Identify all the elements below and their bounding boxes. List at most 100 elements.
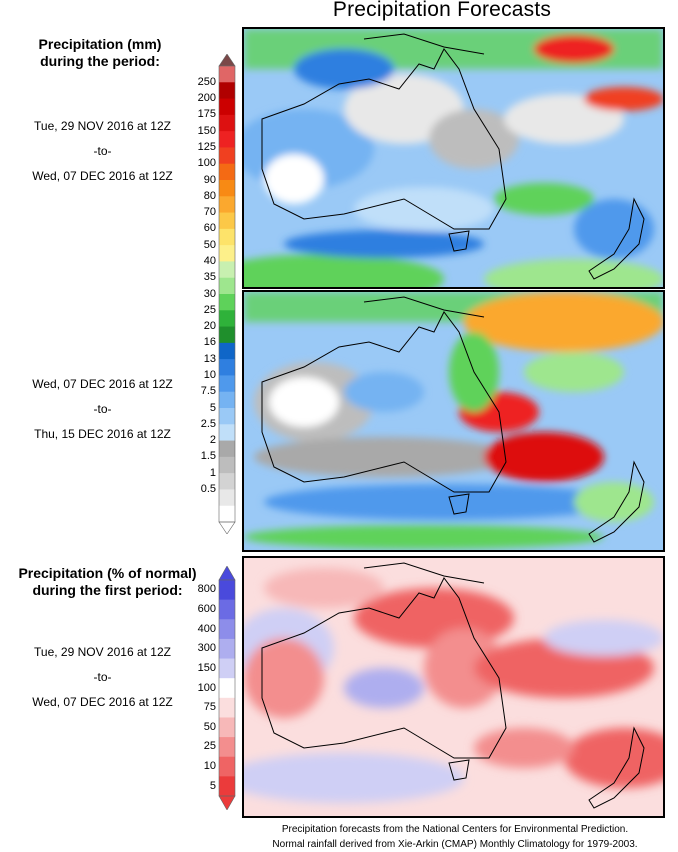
colorbar-swatch	[219, 717, 235, 738]
colorbar-tick-label: 1.5	[200, 450, 216, 463]
colorbar-swatch	[219, 294, 235, 311]
colorbar-swatch	[219, 114, 235, 132]
colorbar-swatch	[219, 163, 235, 181]
colorbar-swatch	[219, 131, 235, 148]
colorbar-swatch	[219, 180, 235, 197]
period-2-start: Wed, 07 DEC 2016 at 12Z	[32, 377, 173, 391]
colorbar-tick-label: 90	[203, 173, 216, 186]
colorbar-tick-label: 150	[197, 124, 216, 137]
colorbar-tick-label: 7.5	[200, 385, 216, 398]
period-2-dates: Wed, 07 DEC 2016 at 12Z -to- Thu, 15 DEC…	[0, 372, 205, 447]
colorbar-swatch	[219, 505, 235, 523]
footer-notes: Precipitation forecasts from the Nationa…	[240, 822, 670, 852]
colorbar-tick-label: 50	[203, 238, 216, 251]
lower-legend-heading: Precipitation (% of normal) during the f…	[0, 565, 215, 599]
period-1-separator: -to-	[93, 144, 112, 158]
colorbar-swatch	[219, 408, 235, 425]
colorbar-top-cap	[218, 566, 236, 581]
colorbar-tick-label: 100	[197, 157, 216, 170]
colorbar-swatch	[219, 277, 235, 295]
colorbar-tick-label: 0.5	[200, 482, 216, 495]
precip-map-period-1	[244, 29, 663, 287]
colorbar-swatch	[219, 147, 235, 165]
colorbar-tick-label: 2.5	[200, 417, 216, 430]
period-3-separator: -to-	[93, 670, 112, 684]
colorbar-tick-label: 200	[197, 92, 216, 105]
map-panel-percent-normal	[242, 556, 665, 818]
colorbar-swatch	[219, 212, 235, 230]
colorbar-swatch	[219, 473, 235, 490]
colorbar-swatch	[219, 658, 235, 679]
period-3-end: Wed, 07 DEC 2016 at 12Z	[32, 695, 173, 709]
colorbar-tick-label: 10	[203, 368, 216, 381]
lower-colorbar: 800 600 400 300 150 100 75 50 25 10 5	[178, 566, 238, 810]
lower-legend-heading-line1: Precipitation (% of normal)	[18, 565, 197, 581]
colorbar-bottom-cap	[218, 795, 236, 810]
colorbar-swatch	[219, 456, 235, 474]
colorbar-swatch	[219, 359, 235, 376]
colorbar-tick-label: 16	[203, 336, 216, 349]
colorbar-swatch	[219, 196, 235, 214]
colorbar-tick-label: 40	[203, 254, 216, 267]
period-3-dates: Tue, 29 NOV 2016 at 12Z -to- Wed, 07 DEC…	[0, 640, 205, 715]
upper-legend-heading-line2: during the period:	[40, 53, 160, 69]
period-2-separator: -to-	[93, 402, 112, 416]
colorbar-swatch	[219, 228, 235, 246]
colorbar-tick-label: 70	[203, 206, 216, 219]
colorbar-swatch	[219, 678, 235, 699]
footer-line-1: Precipitation forecasts from the Nationa…	[281, 824, 629, 835]
map-panel-period-1	[242, 27, 665, 289]
colorbar-swatch	[219, 375, 235, 393]
period-1-start: Tue, 29 NOV 2016 at 12Z	[34, 119, 171, 133]
colorbar-swatch	[219, 489, 235, 507]
upper-colorbar: 250 200 175 150 125 100 90 80 70 60 50 40 35 30 25 20 16…	[178, 54, 238, 534]
colorbar-swatch	[219, 440, 235, 458]
colorbar-swatch	[219, 638, 235, 660]
colorbar-tick-label: 30	[203, 287, 216, 300]
colorbar-swatch	[219, 424, 235, 442]
colorbar-top-cap	[218, 54, 236, 67]
colorbar-tick-label: 125	[197, 140, 216, 153]
lower-colorbar-graphic	[218, 566, 236, 810]
colorbar-swatch	[219, 697, 235, 718]
precip-map-period-2	[244, 292, 663, 550]
colorbar-tick-label: 75	[203, 701, 216, 714]
colorbar-tick-label: 400	[197, 622, 216, 635]
colorbar-tick-label: 25	[203, 740, 216, 753]
upper-colorbar-graphic	[218, 54, 236, 534]
colorbar-tick-label: 10	[203, 760, 216, 773]
colorbar-tick-label: 35	[203, 271, 216, 284]
colorbar-tick-label: 5	[209, 401, 216, 414]
colorbar-swatch	[219, 342, 235, 360]
colorbar-tick-label: 80	[203, 189, 216, 202]
colorbar-swatch	[219, 245, 235, 262]
colorbar-swatch	[219, 310, 235, 328]
period-3-start: Tue, 29 NOV 2016 at 12Z	[34, 645, 171, 659]
colorbar-tick-label: 5	[209, 779, 216, 792]
colorbar-swatch	[219, 737, 235, 758]
colorbar-tick-label: 13	[203, 352, 216, 365]
colorbar-swatch	[219, 391, 235, 409]
period-2-end: Thu, 15 DEC 2016 at 12Z	[34, 427, 171, 441]
colorbar-tick-label: 100	[197, 681, 216, 694]
colorbar-tick-label: 600	[197, 602, 216, 615]
colorbar-swatch	[219, 776, 235, 797]
colorbar-swatch	[219, 619, 235, 640]
upper-legend-heading-line1: Precipitation (mm)	[38, 36, 162, 52]
page-title: Precipitation Forecasts	[332, 0, 552, 21]
period-1-dates: Tue, 29 NOV 2016 at 12Z -to- Wed, 07 DEC…	[0, 114, 205, 189]
colorbar-tick-label: 25	[203, 303, 216, 316]
colorbar-tick-label: 20	[203, 320, 216, 333]
colorbar-tick-label: 175	[197, 108, 216, 121]
colorbar-tick-label: 60	[203, 222, 216, 235]
colorbar-tick-label: 250	[197, 75, 216, 88]
percent-normal-map	[244, 558, 663, 816]
colorbar-tick-label: 150	[197, 661, 216, 674]
colorbar-tick-label: 50	[203, 720, 216, 733]
colorbar-swatch	[219, 261, 235, 279]
colorbar-swatch	[219, 82, 235, 100]
lower-legend-heading-line2: during the first period:	[32, 582, 183, 598]
footer-line-2: Normal rainfall derived from Xie-Arkin (…	[272, 839, 638, 850]
colorbar-swatch	[219, 756, 235, 777]
colorbar-tick-label: 2	[209, 434, 216, 447]
